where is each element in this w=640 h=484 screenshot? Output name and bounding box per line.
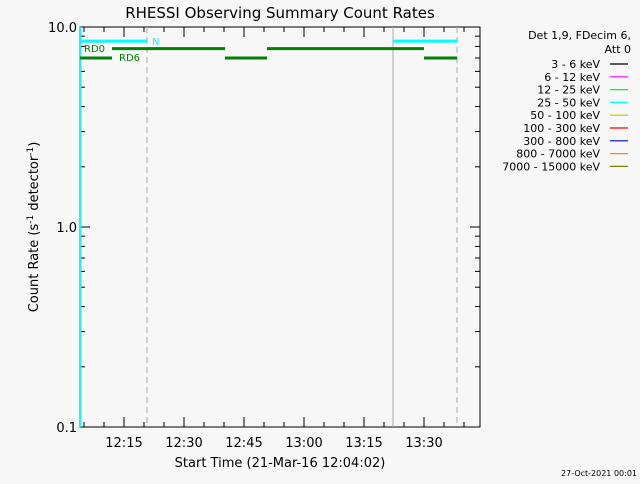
legend-header: Det 1,9, FDecim 6,	[528, 29, 631, 42]
x-tick-label: 13:15	[345, 436, 382, 451]
legend-entry-label: 300 - 800 keV	[523, 135, 600, 148]
y-tick-label: 10.0	[48, 21, 77, 36]
legend-entry-label: 12 - 25 keV	[537, 84, 600, 97]
legend-entry-label: 6 - 12 keV	[544, 71, 600, 84]
flag-label: RD0	[84, 44, 105, 55]
footer-timestamp: 27-Oct-2021 00:01	[561, 469, 637, 478]
flag-label: RD6	[119, 53, 140, 64]
y-tick-label: 0.1	[56, 421, 77, 436]
flag-label: N	[152, 37, 159, 48]
legend-entry-label: 50 - 100 keV	[530, 109, 600, 122]
y-tick-label: 1.0	[56, 221, 77, 236]
legend-entry-label: 100 - 300 keV	[523, 122, 600, 135]
legend-entry-label: 800 - 7000 keV	[516, 148, 600, 161]
x-tick-label: 12:30	[165, 436, 202, 451]
y-axis-label: Count Rate (s-1 detector-1)	[26, 142, 42, 313]
plot-area: 10.0 1.0 0.1 12:15 12:30 12:45 13:00 13:15 13:30…	[48, 21, 481, 451]
legend-entry-label: 25 - 50 keV	[537, 96, 600, 109]
legend-entry-label: 3 - 6 keV	[551, 58, 600, 71]
x-axis-label: Start Time (21-Mar-16 12:04:02)	[175, 456, 386, 471]
x-tick-label: 13:00	[285, 436, 322, 451]
x-tick-label: 12:15	[105, 436, 142, 451]
legend-entry-label: 7000 - 15000 keV	[502, 160, 600, 173]
legend-header: Att 0	[605, 43, 631, 56]
x-tick-label: 12:45	[225, 436, 262, 451]
x-tick-label: 13:30	[405, 436, 442, 451]
chart-title: RHESSI Observing Summary Count Rates	[125, 4, 435, 22]
plot-frame	[79, 26, 481, 428]
